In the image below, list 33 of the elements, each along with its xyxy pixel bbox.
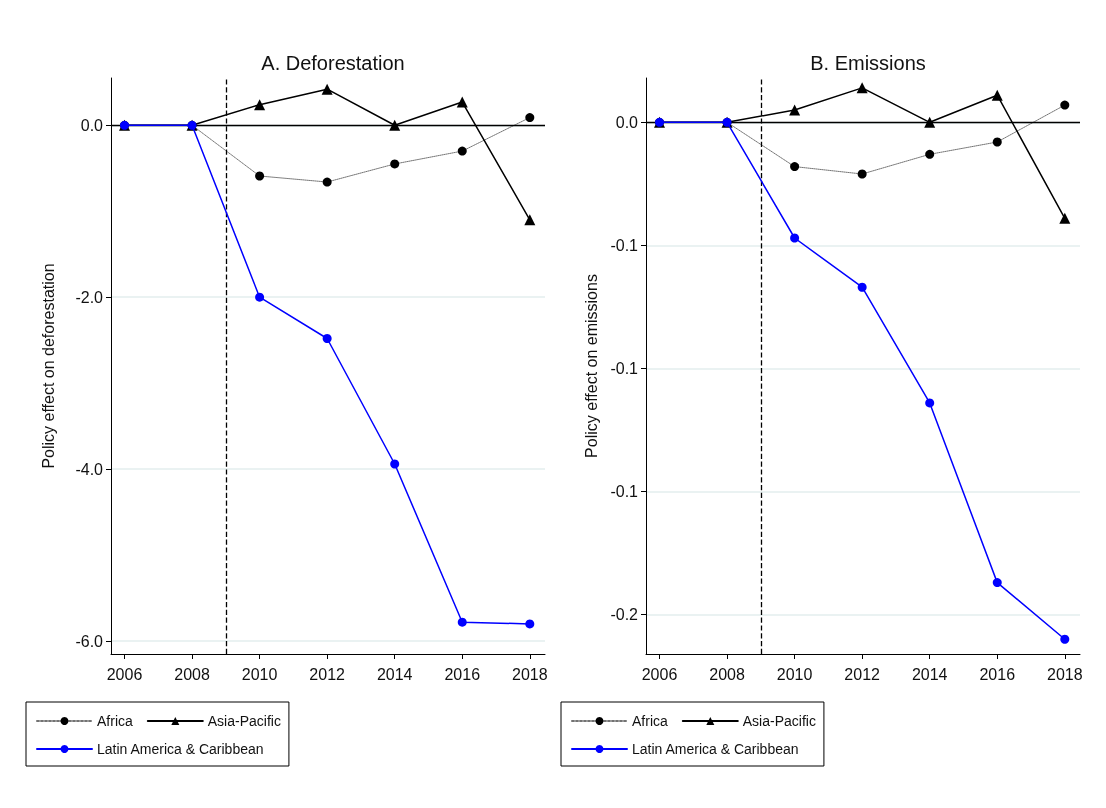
x-tick-label: 2014 (376, 665, 413, 683)
legend-label: Africa (632, 713, 668, 729)
legend-label: Africa (97, 713, 133, 729)
y-tick-label: 0.0 (80, 116, 104, 134)
y-tick-label: -0.2 (610, 606, 639, 624)
legend-label: Latin America & Caribbean (97, 741, 264, 757)
x-tick-label: 2006 (106, 665, 143, 683)
y-axis-title: Policy effect on deforestation (39, 263, 57, 469)
x-tick-label: 2018 (512, 665, 548, 683)
x-tick-label: 2008 (709, 665, 745, 683)
x-tick-label: 2012 (309, 665, 346, 683)
y-tick-label: -0.1 (610, 236, 639, 254)
legend-label: Asia-Pacific (742, 713, 816, 729)
x-tick-label: 2016 (444, 665, 481, 683)
legend-label: Asia-Pacific (207, 713, 281, 729)
x-tick-label: 2006 (641, 665, 678, 683)
x-tick-label: 2010 (241, 665, 278, 683)
x-tick-label: 2010 (776, 665, 813, 683)
legend-label: Latin America & Caribbean (632, 741, 799, 757)
y-tick-label: -0.1 (610, 359, 639, 377)
x-tick-label: 2008 (174, 665, 210, 683)
y-axis-title: Policy effect on emissions (583, 274, 601, 458)
x-tick-label: 2012 (844, 665, 881, 683)
y-tick-label: 0.0 (615, 113, 639, 131)
chart-title: B. Emissions (810, 52, 926, 74)
x-tick-label: 2016 (979, 665, 1016, 683)
chart-title: A. Deforestation (261, 52, 405, 74)
x-tick-label: 2014 (911, 665, 948, 683)
y-tick-label: -0.1 (610, 483, 639, 501)
x-tick-label: 2018 (1047, 665, 1083, 683)
y-tick-label: -4.0 (75, 460, 104, 478)
y-tick-label: -2.0 (75, 288, 104, 306)
y-tick-label: -6.0 (75, 632, 104, 650)
